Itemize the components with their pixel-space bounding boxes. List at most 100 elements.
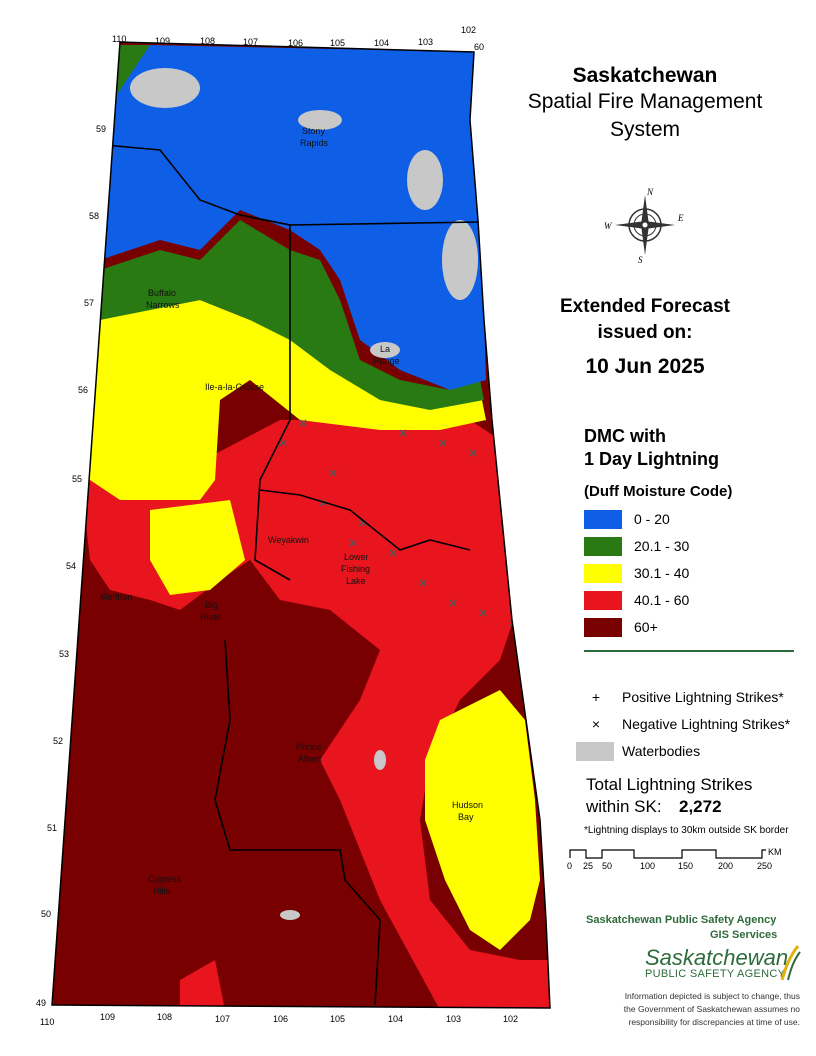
legend-label: 20.1 - 30 (634, 538, 690, 554)
disclaimer-line-1: Information depicted is subject to chang… (624, 991, 800, 1001)
place-buffalo-narrows: Buffalo (148, 288, 176, 298)
agency-logo-title: Saskatchewan (645, 945, 789, 970)
compass-e: E (677, 213, 684, 223)
lon-bottom-110: 110 (40, 1017, 54, 1027)
forecast-line-1: Extended Forecast (560, 296, 730, 317)
scale-tick-100: 100 (640, 861, 656, 871)
legend-item-40-60: 40.1 - 60 (584, 590, 689, 610)
lon-bottom-103: 103 (446, 1014, 461, 1024)
zone-dmc-20-30 (100, 220, 484, 410)
waterbodies-label: Waterbodies (622, 743, 701, 759)
positive-strike-label: Positive Lightning Strikes* (622, 689, 784, 705)
lon-top-105: 105 (330, 38, 345, 48)
lat-51: 51 (47, 823, 57, 833)
place-cypress-hills: Cypress (148, 874, 182, 884)
place-stony-rapids-2: Rapids (300, 138, 329, 148)
lat-55: 55 (72, 474, 82, 484)
scale-tick-150: 150 (678, 861, 694, 871)
compass-s: S (638, 255, 643, 265)
scale-tick-250: 250 (757, 861, 773, 871)
agency-logo-subtitle: PUBLIC SAFETY AGENCY (645, 968, 786, 980)
lat-58: 58 (89, 211, 99, 221)
lon-bottom-105: 105 (330, 1014, 345, 1024)
scale-tick-0: 0 (567, 861, 573, 871)
negative-strike-label: Negative Lightning Strikes* (622, 716, 791, 732)
legend-swatch (584, 509, 622, 529)
lat-52: 52 (53, 736, 63, 746)
wheat-logo-icon (780, 945, 801, 981)
lat-50: 50 (41, 909, 51, 919)
total-strikes-line-2: within SK: (586, 797, 662, 816)
province-outline (51, 41, 551, 1009)
lat-49: 49 (36, 998, 46, 1008)
place-meadow-lake: Meritton (100, 592, 133, 602)
disclaimer-line-3: responsibility for discrepancies at time… (628, 1017, 801, 1027)
legend-swatch (584, 617, 622, 637)
scale-bar (569, 849, 766, 859)
place-buffalo-narrows-2: Narrows (146, 300, 180, 310)
legend-heading-2: 1 Day Lightning (584, 449, 719, 469)
legend-label: 40.1 - 60 (634, 592, 690, 608)
zone-dmc-30-40-east (425, 690, 540, 950)
lon-top-109: 109 (155, 36, 170, 46)
title-line-1: Saskatchewan (572, 64, 718, 87)
zone-dmc-30-40 (70, 300, 486, 500)
lon-top-104: 104 (374, 38, 389, 48)
waterbodies (130, 68, 478, 920)
lat-53: 53 (59, 649, 69, 659)
legend-item-0-20: 0 - 20 (584, 509, 670, 529)
place-la-ronge-2: Ronge (373, 356, 400, 366)
place-prince-albert: Prince (296, 742, 322, 752)
waterbodies-swatch (576, 742, 614, 761)
lon-top-110: 110 (112, 34, 126, 44)
legend-item-20-30: 20.1 - 30 (584, 536, 689, 556)
scale-tick-25: 25 (583, 861, 594, 871)
disclaimer-line-2: the Government of Saskatchewan assumes n… (623, 1004, 800, 1014)
legend-item-60-plus: 60+ (584, 617, 658, 637)
place-la-ronge: La (380, 344, 390, 354)
place-hudson-bay: Hudson (452, 800, 483, 810)
lon-top-108: 108 (200, 36, 215, 46)
lon-bottom-109: 109 (100, 1012, 115, 1022)
legend-heading-1: DMC with (584, 426, 666, 446)
zone-dmc-0-20 (100, 45, 486, 390)
place-big-river-2: River (200, 612, 221, 622)
negative-strike-icon: × (591, 716, 601, 732)
place-stony-rapids: Stony (302, 126, 326, 136)
legend-item-30-40: 30.1 - 40 (584, 563, 689, 583)
place-hudson-bay-2: Bay (458, 812, 474, 822)
scale-unit: KM (768, 847, 782, 857)
place-lower-fishing-lake-3: Lake (346, 576, 366, 586)
scale-tick-200: 200 (718, 861, 734, 871)
legend-subheading: (Duff Moisture Code) (584, 483, 733, 500)
place-lower-fishing-lake-2: Fishing (341, 564, 370, 574)
title-line-2: Spatial Fire Management (527, 90, 763, 113)
compass-rose-icon: N S E W (604, 187, 684, 265)
lon-bottom-106: 106 (273, 1014, 288, 1024)
legend-label: 30.1 - 40 (634, 565, 690, 581)
legend-divider (584, 650, 794, 652)
compass-n: N (646, 187, 654, 197)
lon-top-102: 102 (461, 25, 476, 35)
legend-swatch (584, 590, 622, 610)
total-strikes-line-1: Total Lightning Strikes (586, 775, 753, 794)
scale-tick-50: 50 (602, 861, 613, 871)
lat-60: 60 (474, 42, 484, 52)
title-line-3: System (609, 118, 680, 141)
place-big-river: Big (205, 600, 218, 610)
lon-bottom-102: 102 (503, 1014, 518, 1024)
legend-swatch (584, 563, 622, 583)
positive-strike-icon: + (591, 689, 601, 705)
zone-dmc-30-40-west (150, 500, 245, 595)
legend-label: 60+ (634, 619, 658, 635)
forecast-line-2: issued on: (597, 322, 693, 343)
admin-boundaries (104, 144, 481, 1006)
place-prince-albert-2: Albert (298, 754, 322, 764)
zone-dmc-40-60-south (180, 960, 225, 1008)
place-cypress-hills-2: Hills (153, 886, 170, 896)
place-weyakwin: Weyakwin (268, 535, 309, 545)
lat-57: 57 (84, 298, 94, 308)
agency-unit: GIS Services (710, 929, 778, 941)
lat-56: 56 (78, 385, 88, 395)
lightning-note: *Lightning displays to 30km outside SK b… (584, 825, 789, 836)
